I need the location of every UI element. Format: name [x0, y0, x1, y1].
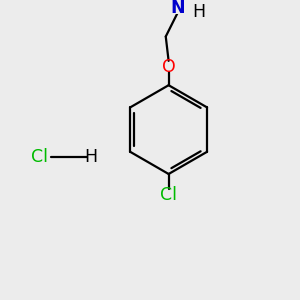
- Text: N: N: [170, 0, 184, 17]
- Text: Cl: Cl: [160, 187, 177, 205]
- Text: O: O: [162, 58, 176, 76]
- Text: Cl: Cl: [31, 148, 48, 166]
- Text: H: H: [85, 148, 98, 166]
- Text: H: H: [192, 3, 205, 21]
